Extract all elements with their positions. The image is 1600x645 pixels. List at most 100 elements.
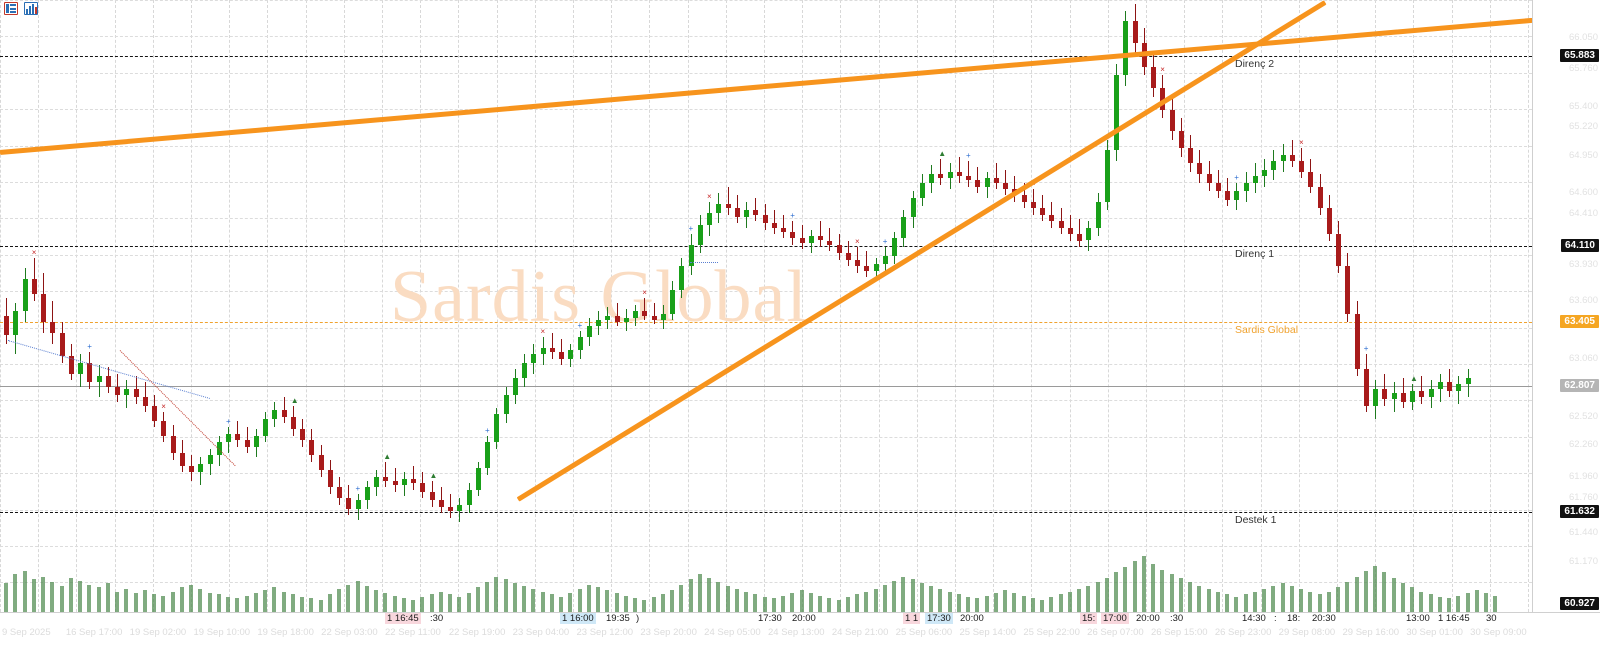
chart-bars-icon[interactable]: [24, 2, 38, 15]
candle-body: [300, 429, 305, 441]
candle-wick: [1079, 219, 1080, 247]
gridline-vertical: [840, 0, 842, 612]
gridline-horizontal: [0, 582, 1532, 584]
candle-body: [1178, 130, 1184, 149]
volume-bar: [1262, 588, 1266, 612]
gridline-vertical: [458, 0, 460, 612]
last-price[interactable]: 62.807: [1560, 378, 1599, 392]
chart-toolbar: [0, 0, 1600, 16]
volume-bar: [216, 594, 221, 612]
time-tick-label: 30 Sep 09:00: [1470, 627, 1527, 638]
price-tick-label: 63.060: [1568, 352, 1598, 364]
candle-wick: [440, 487, 442, 514]
volume-bar: [327, 594, 332, 612]
candle-body: [642, 311, 648, 316]
volume-bar: [290, 594, 295, 612]
candle-wick: [413, 465, 414, 490]
chart-table-icon[interactable]: [4, 2, 18, 15]
price-tick-label: 62.520: [1568, 410, 1598, 422]
volume-bar: [1086, 586, 1091, 612]
sardis-global-price[interactable]: 63.405: [1560, 314, 1599, 328]
level-line: [0, 245, 1532, 247]
volume-bar: [494, 576, 499, 612]
candle-body: [346, 498, 352, 509]
candle-body: [512, 377, 518, 396]
candle-body: [855, 259, 860, 267]
candle-wick: [783, 214, 784, 239]
volume-bar: [253, 592, 258, 612]
time-axis[interactable]: 9 Sep 2025 16 Sep 17:00 19 Sep 02:00 19 Sep…: [0, 612, 1600, 645]
candle-body: [1262, 169, 1267, 177]
candle-body: [1299, 161, 1304, 172]
volume-bar: [512, 583, 517, 612]
candle-body: [651, 315, 657, 320]
volume-bar: [13, 574, 18, 612]
volume-bar: [309, 598, 314, 612]
volume-bar: [1021, 595, 1026, 612]
support-1-price[interactable]: 61.632: [1560, 504, 1599, 518]
candle-body: [1428, 388, 1434, 398]
signal-marker: ▲: [938, 148, 947, 158]
session-time-label: 1 16:45: [385, 613, 421, 624]
volume-bar: [1123, 566, 1128, 612]
volume-bar: [1049, 596, 1054, 612]
volume-bar: [383, 592, 388, 612]
gridline-horizontal: [0, 145, 1532, 147]
candle-wick: [977, 167, 979, 194]
resistance-1-price[interactable]: 64.110: [1560, 238, 1599, 252]
volume-bar: [1280, 583, 1285, 612]
volume-bar: [623, 595, 628, 612]
volume-bar: [318, 599, 323, 612]
gridline-vertical: [496, 0, 498, 612]
session-time-label: :30: [1170, 613, 1184, 624]
candle-body: [864, 266, 870, 271]
volume-bar: [716, 581, 721, 612]
gridline-vertical: [955, 0, 956, 612]
candle-body: [1243, 182, 1249, 192]
volume-bar: [1104, 577, 1109, 612]
gridline-vertical: [420, 0, 422, 612]
session-time-label: 18:: [1287, 613, 1301, 624]
candle-wick: [1051, 201, 1053, 228]
gridline-vertical: [687, 0, 689, 612]
volume-bar: [1160, 569, 1165, 612]
level-line: [0, 385, 1532, 387]
volume-bar: [660, 594, 665, 612]
candle-body: [947, 171, 953, 179]
axis-bottom-price[interactable]: 60.927: [1560, 597, 1599, 610]
candle-body: [179, 453, 185, 466]
volume-bar: [170, 591, 175, 612]
candle-body: [207, 455, 213, 464]
volume-bar: [1234, 596, 1239, 612]
signal-marker: +: [577, 320, 583, 330]
candle-body: [605, 315, 611, 320]
volume-bar: [1243, 594, 1248, 612]
gridline-vertical: [993, 0, 995, 612]
signal-marker: +: [688, 224, 694, 234]
volume-bar: [96, 587, 101, 612]
session-time-label: 30: [1486, 613, 1497, 624]
signal-marker: ×: [540, 327, 546, 337]
price-axis[interactable]: 66.050 65.760 65.400 65.220 64.950 64.600 64.4…: [1532, 0, 1600, 612]
gridline-vertical: [916, 0, 918, 612]
volume-bar: [734, 588, 739, 612]
candle-wick: [727, 186, 729, 215]
volume-bar: [586, 584, 591, 612]
session-time-label: :30: [430, 613, 444, 624]
candle-body: [1077, 234, 1082, 241]
volume-bar: [1326, 591, 1331, 612]
time-tick-label: 19 Sep 02:00: [129, 627, 187, 638]
gridline-horizontal: [0, 509, 1532, 511]
time-tick-label: 9 Sep 2025: [2, 627, 51, 638]
volume-bar: [1391, 577, 1396, 612]
price-tick-label: 64.600: [1568, 187, 1598, 199]
candle-body: [734, 208, 740, 217]
price-plot-area[interactable]: Sardis Global Direnç 2 Direnç 1 Sardis Glo…: [0, 0, 1532, 612]
volume-bar: [929, 586, 933, 612]
candle-body: [1465, 377, 1471, 385]
resistance-2-price[interactable]: 65.883: [1560, 48, 1599, 62]
candle-body: [1437, 382, 1443, 389]
candle-body: [1123, 21, 1129, 76]
volume-bar: [1178, 577, 1183, 612]
volume-bar: [901, 576, 906, 612]
